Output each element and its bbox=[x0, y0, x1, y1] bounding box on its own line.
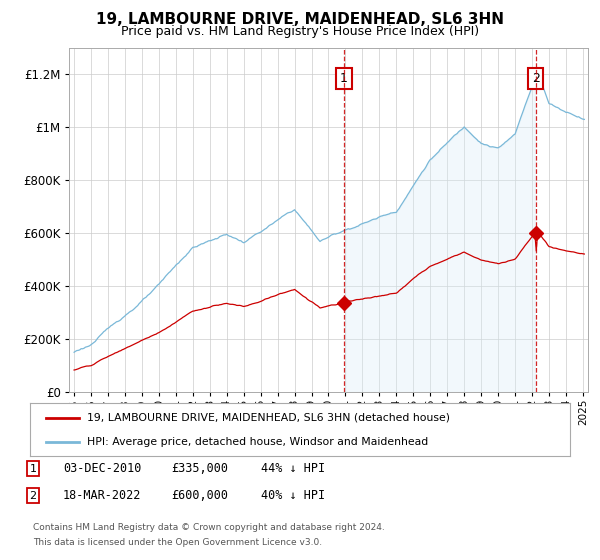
Text: Contains HM Land Registry data © Crown copyright and database right 2024.: Contains HM Land Registry data © Crown c… bbox=[33, 523, 385, 532]
Text: 19, LAMBOURNE DRIVE, MAIDENHEAD, SL6 3HN: 19, LAMBOURNE DRIVE, MAIDENHEAD, SL6 3HN bbox=[96, 12, 504, 27]
Text: HPI: Average price, detached house, Windsor and Maidenhead: HPI: Average price, detached house, Wind… bbox=[86, 437, 428, 447]
Text: 2: 2 bbox=[29, 491, 37, 501]
Text: 03-DEC-2010: 03-DEC-2010 bbox=[63, 462, 142, 475]
Text: £600,000: £600,000 bbox=[171, 489, 228, 502]
Text: 18-MAR-2022: 18-MAR-2022 bbox=[63, 489, 142, 502]
Text: 1: 1 bbox=[29, 464, 37, 474]
Text: 2: 2 bbox=[532, 72, 539, 85]
Text: £335,000: £335,000 bbox=[171, 462, 228, 475]
Text: Price paid vs. HM Land Registry's House Price Index (HPI): Price paid vs. HM Land Registry's House … bbox=[121, 25, 479, 38]
Text: 19, LAMBOURNE DRIVE, MAIDENHEAD, SL6 3HN (detached house): 19, LAMBOURNE DRIVE, MAIDENHEAD, SL6 3HN… bbox=[86, 413, 450, 423]
Text: This data is licensed under the Open Government Licence v3.0.: This data is licensed under the Open Gov… bbox=[33, 538, 322, 547]
Text: 1: 1 bbox=[340, 72, 348, 85]
Text: 40% ↓ HPI: 40% ↓ HPI bbox=[261, 489, 325, 502]
Text: 44% ↓ HPI: 44% ↓ HPI bbox=[261, 462, 325, 475]
